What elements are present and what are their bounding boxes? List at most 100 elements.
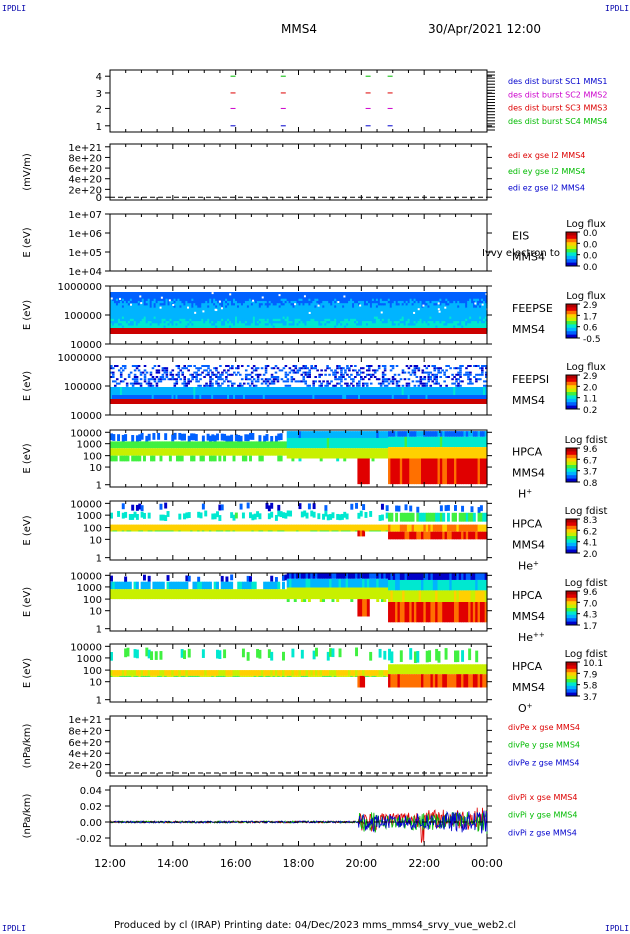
feepse-cell bbox=[258, 309, 262, 313]
feepse-cell bbox=[316, 321, 319, 324]
feepsi-speck bbox=[286, 373, 290, 376]
feepsi-speck bbox=[334, 369, 337, 372]
feepse-cell bbox=[389, 321, 393, 324]
feepsi-speck bbox=[334, 376, 337, 378]
feepse-cell bbox=[429, 298, 433, 302]
feepsi-cell bbox=[238, 387, 242, 395]
feepse-cell bbox=[240, 292, 244, 295]
feepse-cell bbox=[250, 296, 254, 300]
feepse-cell bbox=[221, 296, 224, 300]
feepse-cell bbox=[280, 325, 284, 329]
feepsi-cell bbox=[274, 395, 278, 399]
feepse-cell bbox=[211, 321, 214, 324]
feepse-cell bbox=[135, 309, 139, 313]
feepse-cell bbox=[328, 300, 331, 304]
feepse-cell bbox=[193, 318, 196, 322]
feepsi-cell bbox=[183, 387, 186, 395]
feepse-cell bbox=[155, 316, 159, 320]
feepse-cell bbox=[298, 298, 302, 302]
feepsi-speck bbox=[459, 369, 462, 372]
feepse-cell bbox=[326, 303, 329, 306]
feepse-cell bbox=[475, 296, 478, 300]
feepse-cell bbox=[225, 307, 228, 311]
feepse-cell bbox=[221, 292, 224, 295]
feepse-cell bbox=[266, 292, 270, 295]
feepsi-cell bbox=[306, 395, 310, 399]
feepsi-speck bbox=[391, 365, 395, 367]
feepse-cell bbox=[346, 303, 349, 306]
feepse-cell bbox=[231, 314, 234, 318]
feepsi-cell bbox=[278, 395, 282, 399]
feepse-cell bbox=[266, 316, 270, 320]
feepse-cell bbox=[447, 292, 450, 295]
feepse-cell bbox=[254, 298, 258, 302]
feepse-cell bbox=[433, 318, 437, 322]
feepse-cell bbox=[167, 296, 171, 300]
feepse-cell bbox=[401, 294, 405, 297]
feepse-cell bbox=[326, 325, 329, 329]
feepsi-speck bbox=[282, 380, 286, 383]
feepse-cell bbox=[256, 318, 260, 322]
feepsi-speck bbox=[419, 380, 423, 383]
feepsi-cell bbox=[324, 387, 327, 395]
feepse-cell bbox=[455, 318, 458, 322]
feepsi-speck bbox=[423, 384, 427, 387]
feepsi-speck bbox=[447, 376, 450, 378]
feepsi-cell bbox=[387, 387, 391, 395]
feepse-cell bbox=[272, 318, 276, 322]
feepse-cell bbox=[284, 312, 288, 315]
feepse-cell bbox=[365, 294, 369, 297]
feepse-cell bbox=[433, 312, 437, 315]
feepse-cell bbox=[215, 294, 218, 297]
feepse-cell bbox=[479, 296, 482, 300]
feepse-cell bbox=[435, 325, 438, 329]
feepse-cell bbox=[477, 325, 480, 329]
feepse-cell bbox=[294, 314, 298, 318]
feepsi-cell bbox=[302, 387, 306, 395]
feepse-cell bbox=[155, 307, 159, 311]
feepse-cell bbox=[340, 296, 343, 300]
feepse-cell bbox=[246, 300, 250, 304]
feepse-cell bbox=[467, 312, 470, 315]
feepse-cell bbox=[363, 303, 367, 306]
feepse-cell bbox=[223, 323, 226, 327]
feepse-cell bbox=[477, 321, 480, 324]
feepse-cell bbox=[250, 292, 254, 295]
feepse-cell bbox=[469, 300, 472, 304]
feepsi-speck bbox=[314, 376, 317, 378]
feepsi-cell bbox=[459, 395, 462, 399]
feepse-cell bbox=[350, 318, 353, 322]
feepsi-cell bbox=[409, 395, 413, 399]
feepse-cell bbox=[127, 307, 131, 311]
feepse-cell bbox=[189, 300, 192, 304]
feepse-cell bbox=[356, 303, 359, 306]
feepse-cell bbox=[264, 292, 268, 295]
feepse-cell bbox=[189, 298, 192, 302]
feepse-cell bbox=[268, 292, 272, 295]
feepsi-speck bbox=[123, 367, 127, 370]
feepse-cell bbox=[145, 294, 149, 297]
feepse-cell bbox=[197, 325, 200, 329]
feepsi-speck bbox=[431, 380, 435, 383]
feepse-cell bbox=[284, 296, 288, 300]
feepse-cell bbox=[352, 294, 355, 297]
feepsi-speck bbox=[383, 365, 387, 367]
feepsi-speck bbox=[165, 371, 169, 374]
feepse-cell bbox=[459, 294, 462, 297]
feepsi-speck bbox=[308, 384, 312, 387]
feepse-cell bbox=[405, 307, 409, 311]
feepse-cell bbox=[417, 300, 421, 304]
feepse-cell bbox=[461, 312, 464, 315]
feepse-cell bbox=[193, 321, 196, 324]
feepse-cell bbox=[322, 296, 325, 300]
feepse-cell bbox=[280, 309, 284, 313]
feepse-cell bbox=[244, 307, 248, 311]
feepse-cell bbox=[381, 316, 385, 320]
feepse-cell bbox=[141, 309, 145, 313]
feepsi-speck bbox=[175, 365, 179, 367]
feepse-cell bbox=[227, 298, 230, 302]
feepse-cell bbox=[332, 318, 335, 322]
feepsi-speck bbox=[304, 382, 308, 385]
feepse-cell bbox=[316, 309, 319, 313]
feepse-cell bbox=[143, 296, 147, 300]
